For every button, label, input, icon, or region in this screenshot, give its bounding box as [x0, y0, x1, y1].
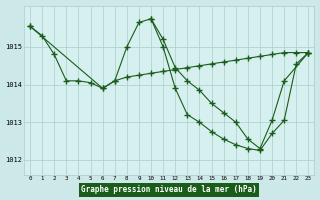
X-axis label: Graphe pression niveau de la mer (hPa): Graphe pression niveau de la mer (hPa) — [81, 185, 257, 194]
